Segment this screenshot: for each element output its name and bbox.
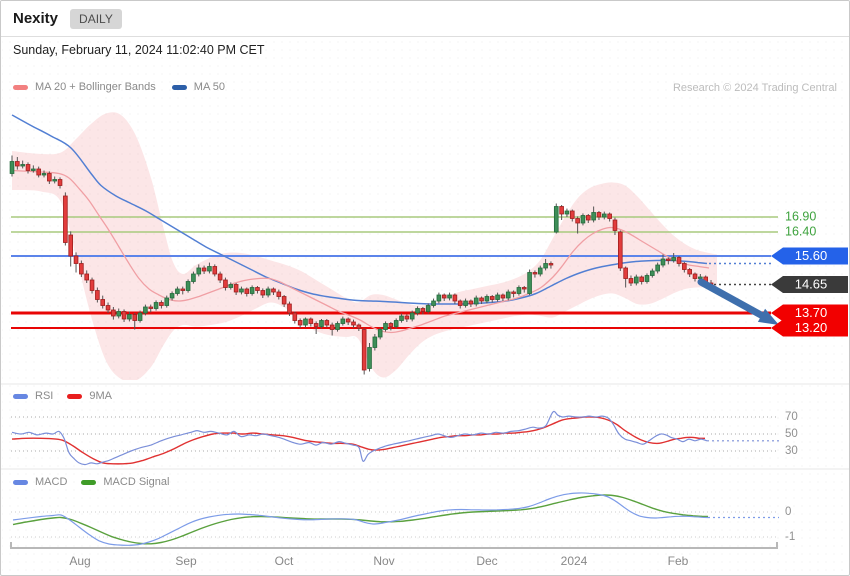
bearish-arrow: [697, 278, 769, 321]
macd-line: [12, 492, 709, 546]
svg-text:70: 70: [785, 411, 798, 423]
svg-text:14.65: 14.65: [795, 276, 828, 291]
price-panel: [9, 112, 778, 380]
header: Nexity DAILY: [1, 1, 849, 37]
rsi-panel: [11, 410, 779, 466]
timeframe-badge[interactable]: DAILY: [70, 8, 122, 29]
svg-text:0: 0: [785, 506, 791, 518]
svg-text:Oct: Oct: [275, 554, 294, 568]
svg-text:30: 30: [785, 445, 798, 457]
legend-item-macd-signal: MACD Signal: [81, 476, 169, 488]
legend-label: MACD Signal: [103, 476, 170, 488]
ma50-legend-chip-icon: [171, 84, 187, 90]
ma20-legend-chip-icon: [13, 84, 28, 90]
rsi-line: [11, 410, 708, 466]
macd-panel: [11, 492, 779, 546]
macd-signal-legend-chip-icon: [81, 479, 97, 485]
svg-text:50: 50: [785, 428, 798, 440]
svg-text:Sep: Sep: [175, 554, 197, 568]
chart-datetime: Sunday, February 11, 2024 11:02:40 PM CE…: [13, 43, 265, 57]
svg-text:13.20: 13.20: [795, 320, 828, 335]
svg-text:15.60: 15.60: [795, 248, 828, 263]
price-tag-13.20: [771, 319, 848, 337]
rsi-legend-chip-icon: [13, 393, 28, 399]
legend-label: 9MA: [89, 390, 112, 402]
svg-text:Nov: Nov: [373, 554, 394, 568]
legend-label: MA 20 + Bollinger Bands: [35, 81, 156, 93]
svg-text:-1: -1: [785, 531, 795, 543]
price-tag-15.60: [771, 247, 848, 265]
legend-item-rsi: RSI: [13, 390, 53, 402]
rsi-9ma-line: [11, 416, 706, 465]
price-tag-13.70: [771, 304, 848, 322]
legend-label: MA 50: [193, 81, 225, 93]
macd-legend: MACD MACD Signal: [13, 476, 169, 488]
legend-label: RSI: [35, 390, 54, 402]
svg-text:16.90: 16.90: [785, 209, 816, 223]
rsi-ma-legend-chip-icon: [67, 393, 83, 399]
bearish-arrow-head-icon: [757, 308, 779, 325]
legend-item-ma20-bollinger: MA 20 + Bollinger Bands: [13, 81, 156, 93]
legend-item-9ma: 9MA: [67, 390, 112, 402]
svg-text:16.40: 16.40: [785, 224, 816, 238]
svg-text:2024: 2024: [561, 554, 588, 568]
svg-text:Aug: Aug: [69, 554, 90, 568]
macd-legend-chip-icon: [13, 479, 28, 485]
legend-item-macd: MACD: [13, 476, 67, 488]
instrument-title: Nexity: [13, 10, 59, 27]
x-axis-line: [10, 542, 778, 549]
candles: [9, 155, 714, 375]
ma20-line: [11, 169, 710, 334]
svg-text:Dec: Dec: [476, 554, 497, 568]
svg-text:Feb: Feb: [668, 554, 689, 568]
legend-label: MACD: [35, 476, 68, 488]
legend-item-ma50: MA 50: [171, 81, 225, 93]
rsi-legend: RSI 9MA: [13, 390, 112, 402]
price-tag-14.65: [771, 276, 848, 293]
svg-text:13.70: 13.70: [795, 305, 828, 320]
ma50-line: [11, 114, 708, 305]
price-legend: MA 20 + Bollinger Bands MA 50: [13, 81, 225, 93]
copyright-watermark: Research © 2024 Trading Central: [672, 82, 837, 94]
